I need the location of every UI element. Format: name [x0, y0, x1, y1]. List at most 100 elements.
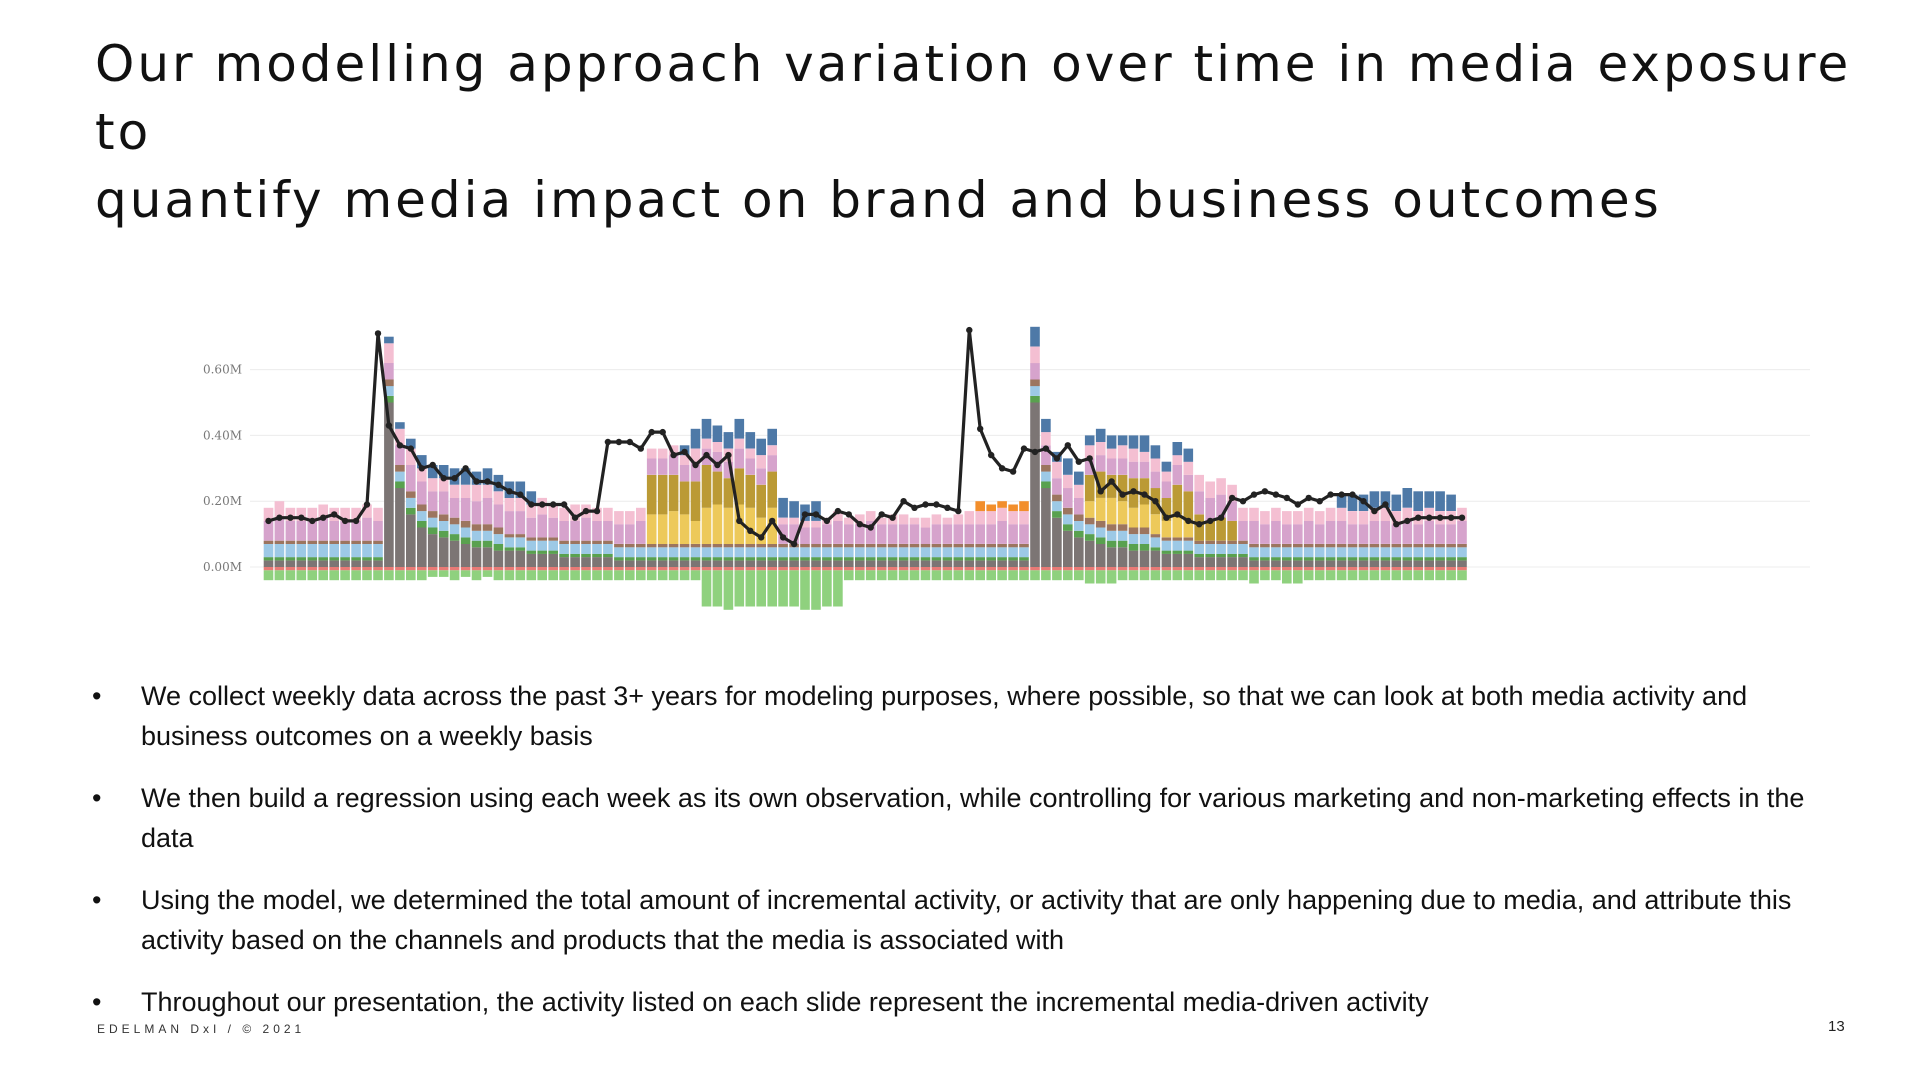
bar-segment-neg-green-light [887, 570, 898, 581]
bar-segment-brown [581, 540, 591, 544]
bar-segment-green [274, 557, 285, 561]
bar-segment-blue-light [920, 547, 931, 558]
bar-segment-green [920, 557, 931, 561]
bar-segment-pink-light [701, 438, 712, 449]
bar-segment-steel-blue [723, 432, 734, 449]
bar-segment-pink [482, 497, 493, 525]
bar-segment-blue-light [679, 547, 690, 558]
bar-segment-pink [1030, 363, 1040, 380]
bar-segment-pink [953, 524, 964, 544]
line-point [1239, 498, 1247, 505]
bar-segment-pink-light [1019, 511, 1029, 525]
bar-segment-gray [482, 547, 493, 567]
bar-segment-gray [909, 560, 920, 567]
bar-segment-neg-green-light [1041, 570, 1051, 581]
bar-segment-gray [406, 514, 416, 567]
bar-segment-pink-light [1347, 511, 1358, 525]
bar-segment-neg-green-light [920, 570, 931, 581]
bar-segment-neg-green-light [1238, 570, 1248, 581]
bar-segment-brown [1041, 465, 1051, 472]
bar-segment-blue-light [1238, 544, 1248, 554]
bar-segment-pink-light [1183, 461, 1194, 475]
bar-segment-gray [1457, 560, 1467, 567]
bar-segment-green [1271, 557, 1281, 561]
bar-segment-brown [1380, 544, 1391, 548]
bar-segment-neg-red [1030, 567, 1040, 571]
bar-segment-green [1128, 544, 1139, 551]
bar-segment-neg-red [581, 567, 591, 571]
bar-segment-blue-light [778, 547, 788, 558]
bar-segment-gray [646, 560, 657, 567]
bar-segment-green [668, 557, 679, 561]
bar-segment-neg-red [625, 567, 635, 571]
bar-segment-gray [1446, 560, 1456, 567]
bar-segment-neg-green-light [318, 570, 328, 581]
bar-segment-green [997, 557, 1007, 561]
bar-segment-neg-red [931, 567, 942, 571]
bar-segment-neg-green-light [1336, 570, 1347, 581]
bar-segment-blue-light [1128, 534, 1139, 544]
bar-segment-brown [340, 540, 350, 544]
bar-segment-pink-light [909, 517, 920, 525]
bar-segment-neg-green-light [986, 570, 996, 581]
bar-segment-pink [1194, 491, 1204, 515]
bar-segment-gray [1095, 544, 1106, 567]
line-point [287, 514, 294, 521]
bar-segment-pink-light [844, 517, 854, 525]
bar-segment-gray [942, 560, 953, 567]
bar-segment-pink [1314, 524, 1325, 544]
bar-segment-steel-blue [1183, 448, 1194, 462]
bar-segment-neg-red [920, 567, 931, 571]
bar-segment-green [559, 553, 569, 558]
bar-segment-green [1402, 557, 1413, 561]
bar-segment-yellow [1172, 514, 1183, 538]
bar-segment-steel-blue [471, 471, 482, 485]
bar-segment-gold [1205, 520, 1215, 541]
bar-segment-gray [351, 560, 361, 567]
bar-segment-neg-red [865, 567, 876, 571]
bar-segment-neg-red [756, 567, 766, 571]
bar-segment-brown [1008, 544, 1018, 548]
bar-segment-blue-light [1358, 547, 1369, 558]
bar-segment-gray [833, 560, 843, 567]
line-point [1185, 517, 1192, 525]
bar-segment-green [548, 550, 558, 554]
bar-segment-green [504, 547, 515, 551]
bar-segment-brown [855, 544, 865, 548]
bar-segment-pink-light [504, 497, 515, 512]
bar-segment-blue-light [537, 540, 547, 551]
bar-segment-pink [898, 524, 909, 544]
bar-segment-pink [1128, 461, 1139, 479]
bar-segment-yellow [1095, 497, 1106, 521]
line-point [1371, 507, 1378, 515]
bar-segment-brown [493, 527, 504, 535]
bar-segment-neg-red [1172, 567, 1183, 571]
bar-segment-pink [417, 481, 427, 505]
bar-segment-blue-light [1008, 547, 1018, 558]
chart-line-series [265, 326, 1466, 548]
bar-segment-pink-light [690, 448, 701, 462]
bar-segment-gray [712, 560, 723, 567]
line-point [1207, 517, 1214, 525]
bar-segment-blue-light [417, 511, 427, 521]
bar-segment-blue-light [1194, 544, 1204, 554]
bar-segment-neg-green-light [1095, 570, 1106, 584]
bar-segment-green [1435, 557, 1445, 561]
bar-segment-neg-green-light [679, 570, 690, 581]
bar-segment-brown [844, 544, 854, 548]
bar-segment-brown [636, 544, 646, 548]
bar-segment-steel-blue [1424, 491, 1434, 508]
bar-segment-neg-red [789, 567, 799, 571]
bar-segment-blue-light [942, 547, 953, 558]
bar-segment-pink-light [351, 507, 361, 521]
bar-segment-gray [340, 560, 350, 567]
bar-segment-neg-red [515, 567, 526, 571]
bar-segment-green [865, 557, 876, 561]
bar-segment-blue-light [997, 547, 1007, 558]
bar-segment-pink-light [855, 514, 865, 525]
bar-segment-blue-light [931, 547, 942, 558]
bar-segment-pink [307, 520, 318, 541]
bar-segment-neg-green-light [734, 570, 745, 607]
bar-segment-gray [1227, 557, 1237, 567]
bar-segment-green [1347, 557, 1358, 561]
